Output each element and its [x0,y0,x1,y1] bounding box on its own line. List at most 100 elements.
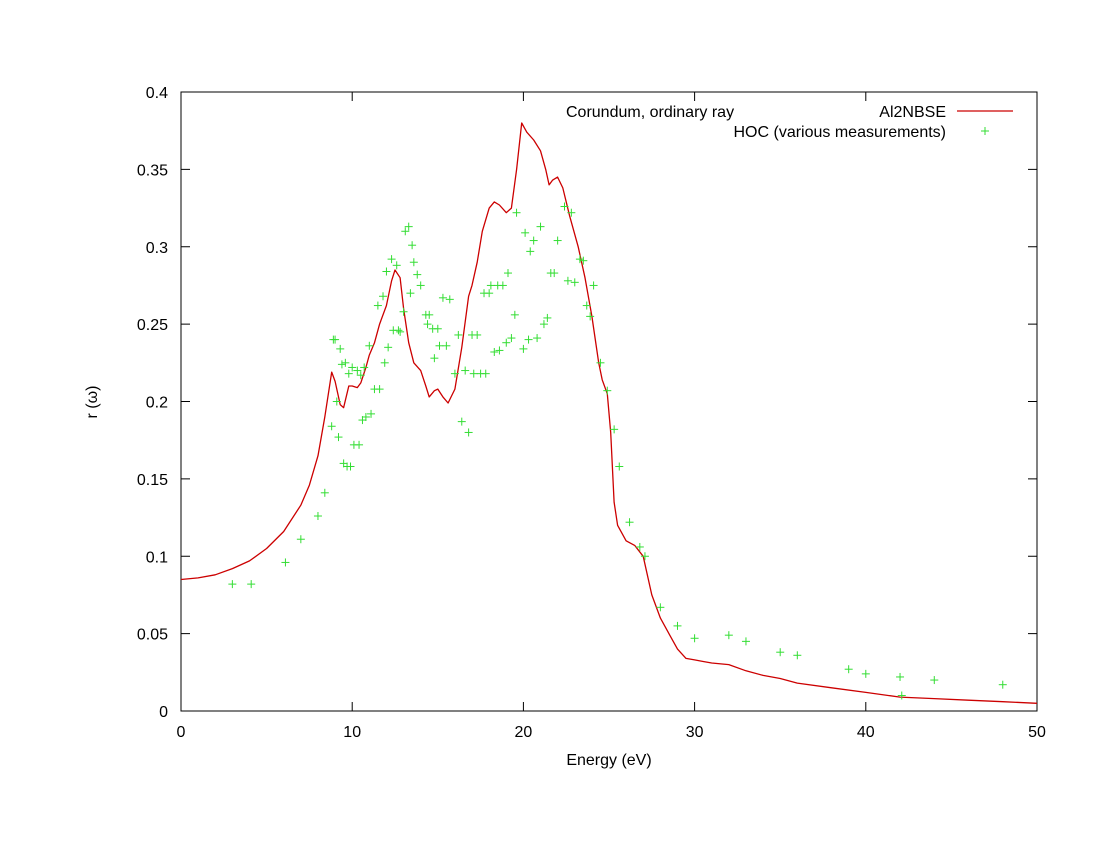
data-point [498,281,507,290]
data-point [281,558,290,567]
data-point [539,320,548,329]
data-point [543,313,552,322]
data-point [375,385,384,394]
data-point [529,236,538,245]
data-point [724,631,733,640]
data-point [610,425,619,434]
data-point [536,222,545,231]
data-point [510,310,519,319]
data-point [413,270,422,279]
data-point [442,341,451,350]
data-point [399,307,408,316]
data-point [247,580,256,589]
plot-frame [180,91,1038,712]
data-point [341,358,350,367]
data-point [570,278,579,287]
data-point [560,202,569,211]
data-point [586,312,595,321]
data-point [519,344,528,353]
data-point [336,344,345,353]
data-point [228,580,237,589]
data-point [346,462,355,471]
data-point [656,603,665,612]
x-tick-label: 10 [343,724,361,741]
data-point [379,292,388,301]
legend-label-series-2: HOC (various measurements) [734,124,947,141]
data-point [401,227,410,236]
data-point [526,247,535,256]
data-point [450,369,459,378]
data-point [332,397,341,406]
data-point [327,422,336,431]
data-point [567,208,576,217]
data-point [741,637,750,646]
data-point [355,440,364,449]
data-point [469,369,478,378]
data-point [344,369,353,378]
data-point [435,341,444,350]
data-point [406,289,415,298]
data-point [464,428,473,437]
legend-label-series-1: Al2NBSE [879,104,946,121]
y-tick-label: 0.35 [137,162,168,179]
data-point [416,281,425,290]
data-point [457,417,466,426]
data-point [582,301,591,310]
data-point [579,256,588,265]
y-tick-label: 0.3 [146,240,168,257]
data-point [486,281,495,290]
data-point [423,320,432,329]
data-point [337,360,346,369]
data-point [502,338,511,347]
y-tick-label: 0.1 [146,549,168,566]
data-point [896,672,905,681]
series-layer [180,122,1038,704]
data-point [589,281,598,290]
data-point [998,680,1007,689]
data-point [454,330,463,339]
data-point [485,289,494,298]
data-point [384,343,393,352]
series-points-hoc [228,202,1007,700]
data-point [360,363,369,372]
data-point [382,267,391,276]
data-point [844,665,853,674]
data-point [353,366,362,375]
data-point [930,676,939,685]
data-point [495,346,504,355]
data-point [776,648,785,657]
legend: Corundum, ordinary ray Al2NBSE HOC (vari… [566,104,1013,141]
data-point [433,324,442,333]
data-point [296,535,305,544]
data-point [861,669,870,678]
series-line-al2nbse [180,122,1038,704]
data-point [690,634,699,643]
x-tick-label: 20 [515,724,533,741]
data-point [396,327,405,336]
data-point [596,358,605,367]
data-point [461,366,470,375]
data-point [897,691,906,700]
data-point [387,255,396,264]
data-point [438,293,447,302]
data-point [507,334,516,343]
y-tick-label: 0.4 [146,85,168,102]
data-point [673,621,682,630]
x-tick-label: 0 [177,724,186,741]
data-point [380,358,389,367]
data-point [392,261,401,270]
y-tick-label: 0.15 [137,472,168,489]
data-point [356,371,365,380]
data-point [503,269,512,278]
y-tick-label: 0 [159,704,168,721]
data-point [625,518,634,527]
data-point [512,208,521,217]
data-point [524,335,533,344]
axis-ticks [180,91,1038,712]
x-tick-label: 30 [686,724,704,741]
tick-labels: 0 10 20 30 40 50 0 0.05 0.1 0.15 0.2 0.25 0.3 0.35 0.4 [137,85,1046,741]
data-point [563,276,572,285]
data-point [331,335,340,344]
data-point [445,295,454,304]
